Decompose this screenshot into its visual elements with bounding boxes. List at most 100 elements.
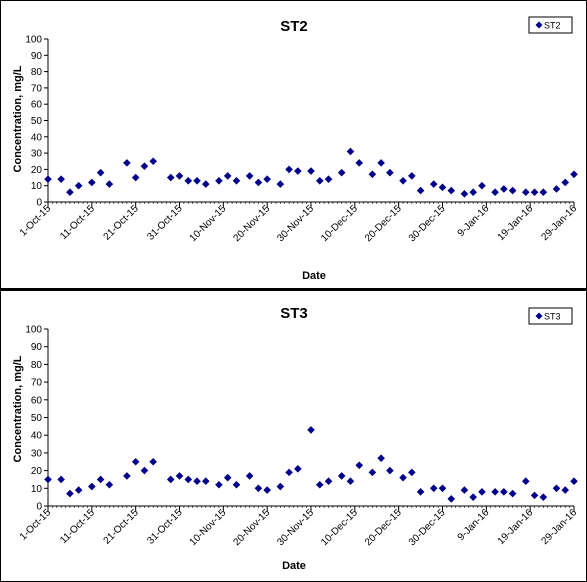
data-point [223, 473, 232, 482]
y-tick-label: 10 [31, 181, 43, 192]
data-point [140, 162, 149, 170]
x-tick-label: 10-Nov-15 [188, 507, 229, 548]
data-point [539, 493, 548, 501]
x-tick-label: 10-Dec-15 [319, 203, 360, 244]
legend: ST3 [528, 307, 573, 325]
data-point [337, 472, 346, 480]
chart-panel-st3: ST3 Concentration, mg/L Date ST3 0 10 20 30… [0, 289, 587, 582]
x-tick-label: 30-Dec-15 [407, 203, 448, 244]
legend-box [528, 307, 573, 325]
x-tick-label: 10-Nov-15 [188, 203, 229, 244]
legend-marker [535, 21, 543, 29]
data-point [131, 173, 140, 182]
x-tick-label: 31-Oct-15 [145, 507, 185, 547]
data-point [355, 461, 364, 470]
x-tick-label: 11-Oct-15 [58, 507, 97, 546]
y-tick-label: 70 [31, 83, 43, 94]
y-tick-label: 60 [31, 395, 43, 406]
data-point [521, 188, 530, 197]
data-point [346, 147, 355, 156]
data-point [202, 180, 210, 188]
x-tick-label: 20-Dec-15 [363, 203, 404, 244]
data-point [184, 475, 193, 484]
data-point [285, 468, 293, 477]
data-point [74, 181, 83, 190]
data-point [215, 177, 223, 185]
y-tick-label: 70 [31, 378, 43, 389]
legend-label: ST2 [544, 21, 561, 31]
data-point [324, 175, 333, 183]
data-point [223, 172, 232, 180]
data-point [175, 472, 184, 480]
x-tick-label: 19-Jan-16 [496, 507, 536, 547]
data-point [355, 159, 364, 167]
data-point [539, 188, 548, 197]
data-point [377, 454, 385, 463]
data-point [521, 477, 530, 486]
data-point [386, 466, 394, 475]
y-tick-label: 100 [25, 325, 42, 336]
data-point [263, 175, 271, 183]
data-point [408, 468, 416, 477]
x-axis-title: Date [282, 560, 306, 572]
data-point [429, 180, 438, 188]
y-axis-title: Concentration, mg/L [12, 65, 24, 172]
data-point [294, 167, 302, 175]
data-point [399, 473, 407, 482]
data-point [416, 488, 425, 496]
data-point [245, 172, 254, 180]
x-tick-label: 20-Nov-15 [231, 203, 272, 244]
x-tick-label: 20-Nov-15 [231, 507, 272, 548]
data-point [232, 480, 241, 489]
chart-st2: ST2 Concentration, mg/L Date ST2 0 10 20 30… [12, 16, 580, 282]
data-point [307, 167, 315, 175]
data-point [416, 186, 425, 195]
data-point [500, 185, 508, 193]
x-tick-label: 29-Jan-16 [540, 203, 580, 243]
legend-box [528, 16, 573, 34]
data-point [276, 482, 285, 491]
data-point [491, 188, 499, 197]
y-tick-label: 0 [36, 502, 42, 513]
data-point [460, 190, 469, 198]
data-point [123, 472, 131, 480]
data-point [175, 172, 184, 180]
data-point [74, 486, 83, 494]
data-point [368, 468, 377, 477]
data-point [294, 465, 302, 473]
data-point [368, 170, 377, 179]
x-tick-label: 11-Oct-15 [58, 203, 97, 242]
data-point [408, 172, 416, 180]
data-point [469, 188, 477, 197]
y-tick-label: 50 [31, 413, 43, 424]
data-point [324, 477, 333, 486]
data-point [530, 188, 539, 197]
y-tick-label: 30 [31, 448, 43, 459]
data-point [561, 486, 570, 494]
data-point [96, 168, 105, 177]
data-point [429, 484, 438, 493]
y-tick-label: 10 [31, 484, 43, 495]
y-tick-label: 80 [31, 67, 43, 78]
y-tick-label: 80 [31, 360, 43, 371]
data-point [399, 177, 407, 185]
data-point [552, 185, 561, 193]
data-point [500, 488, 508, 496]
y-tick-label: 50 [31, 116, 43, 127]
legend-marker [535, 312, 543, 320]
data-point [166, 475, 175, 484]
x-tick-label: 29-Jan-16 [540, 507, 580, 547]
data-point [276, 180, 285, 188]
data-point [66, 188, 74, 197]
legend: ST2 [528, 16, 573, 34]
data-point [460, 486, 469, 494]
x-tick-label: 20-Dec-15 [363, 507, 404, 548]
x-tick-label: 30-Nov-15 [275, 203, 316, 244]
data-point [570, 170, 578, 179]
x-tick-label: 9-Jan-16 [456, 507, 492, 543]
data-point [96, 475, 105, 484]
data-point [337, 168, 346, 177]
x-tick-label: 9-Jan-16 [456, 203, 492, 239]
data-point [491, 488, 499, 496]
y-tick-label: 30 [31, 149, 43, 160]
